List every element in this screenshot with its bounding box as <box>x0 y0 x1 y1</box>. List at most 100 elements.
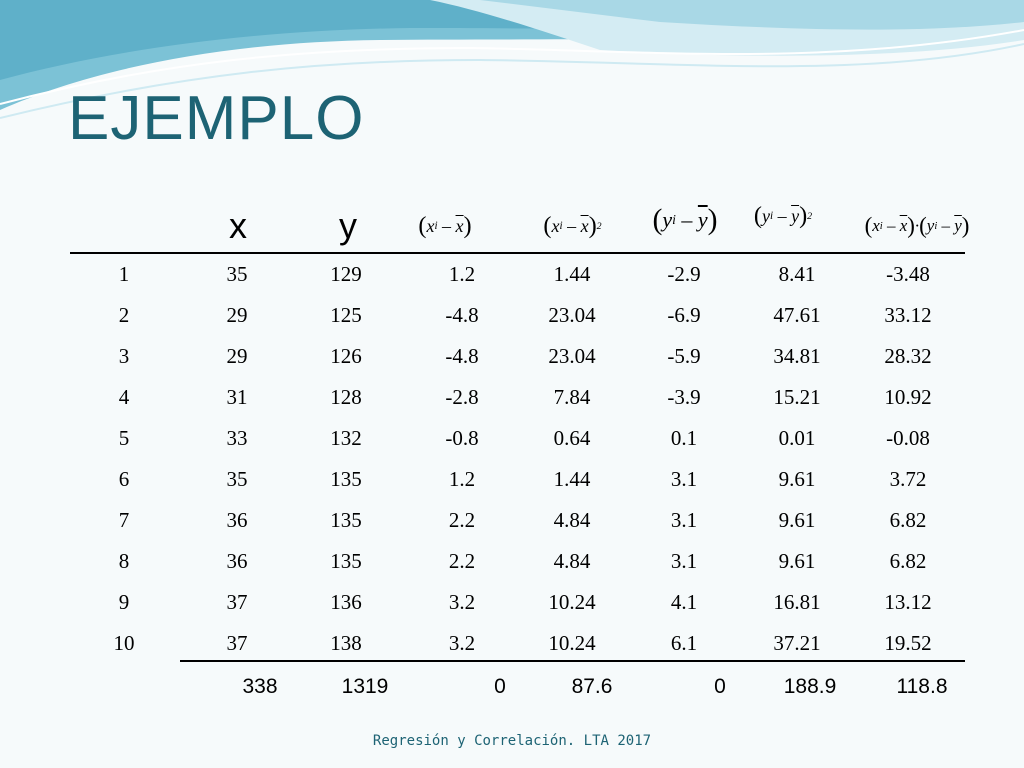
cell-y: 125 <box>330 303 362 327</box>
cell-index: 9 <box>118 590 130 614</box>
cell-x-deviation-squared: 10.24 <box>548 590 596 614</box>
cell-y-deviation: -3.9 <box>667 385 701 409</box>
cell-cross-product: 33.12 <box>884 303 932 327</box>
cell-x-deviation: 2.2 <box>448 549 476 573</box>
cell-cross-product: 28.32 <box>884 344 932 368</box>
cell-y: 132 <box>330 426 362 450</box>
total-x-deviation: 0 <box>494 675 506 698</box>
cell-index: 2 <box>118 303 130 327</box>
table-row: 2 29 125 -4.8 23.04 -6.9 47.61 33.12 <box>0 295 1024 335</box>
table-row: 8 36 135 2.2 4.84 3.1 9.61 6.82 <box>0 541 1024 581</box>
cell-x-deviation-squared: 23.04 <box>548 344 596 368</box>
cell-y-deviation: 3.1 <box>670 549 698 573</box>
cell-y-deviation: -6.9 <box>667 303 701 327</box>
column-header-y: y <box>339 205 357 246</box>
cell-x: 36 <box>226 508 248 532</box>
table-row: 9 37 136 3.2 10.24 4.1 16.81 13.12 <box>0 582 1024 622</box>
table-row: 3 29 126 -4.8 23.04 -5.9 34.81 28.32 <box>0 336 1024 376</box>
cell-x-deviation: -0.8 <box>445 426 479 450</box>
cell-x: 29 <box>226 303 248 327</box>
cell-index: 4 <box>118 385 130 409</box>
total-y-deviation-squared: 188.9 <box>783 675 837 698</box>
cell-x-deviation-squared: 4.84 <box>553 508 591 532</box>
cell-x-deviation: -2.8 <box>445 385 479 409</box>
cell-x: 31 <box>226 385 248 409</box>
cell-y-deviation-squared: 37.21 <box>773 631 821 655</box>
cell-y-deviation-squared: 8.41 <box>778 262 816 286</box>
cell-cross-product: 13.12 <box>884 590 932 614</box>
cell-y-deviation-squared: 34.81 <box>773 344 821 368</box>
cell-x: 37 <box>226 631 248 655</box>
cell-y-deviation-squared: 0.01 <box>778 426 816 450</box>
cell-cross-product: 3.72 <box>889 467 927 491</box>
cell-y: 138 <box>330 631 362 655</box>
table-bottom-rule <box>180 660 965 662</box>
cell-x: 33 <box>226 426 248 450</box>
cell-index: 6 <box>118 467 130 491</box>
total-x: 338 <box>242 675 278 698</box>
cell-x-deviation: 2.2 <box>448 508 476 532</box>
cell-cross-product: 10.92 <box>884 385 932 409</box>
cell-y: 136 <box>330 590 362 614</box>
cell-x-deviation-squared: 23.04 <box>548 303 596 327</box>
cell-y-deviation-squared: 9.61 <box>778 508 816 532</box>
table-row: 7 36 135 2.2 4.84 3.1 9.61 6.82 <box>0 500 1024 540</box>
cell-y-deviation: 4.1 <box>670 590 698 614</box>
cell-y-deviation-squared: 47.61 <box>773 303 821 327</box>
slide-title: EJEMPLO <box>68 84 365 153</box>
table-row: 10 37 138 3.2 10.24 6.1 37.21 19.52 <box>0 623 1024 663</box>
cell-y-deviation: 0.1 <box>670 426 698 450</box>
cell-y-deviation: 6.1 <box>670 631 698 655</box>
cell-y: 128 <box>330 385 362 409</box>
column-header-x-deviation: (x i – x) <box>418 212 472 239</box>
cell-x-deviation: 3.2 <box>448 590 476 614</box>
cell-x: 35 <box>226 262 248 286</box>
slide-footer: Regresión y Correlación. LTA 2017 <box>372 733 652 749</box>
cell-y-deviation: 3.1 <box>670 467 698 491</box>
cell-x-deviation: 3.2 <box>448 631 476 655</box>
cell-index: 3 <box>118 344 130 368</box>
cell-y-deviation-squared: 9.61 <box>778 467 816 491</box>
table-row: 6 35 135 1.2 1.44 3.1 9.61 3.72 <box>0 459 1024 499</box>
cell-y: 135 <box>330 467 362 491</box>
cell-index: 7 <box>118 508 130 532</box>
cell-y-deviation-squared: 15.21 <box>773 385 821 409</box>
total-x-deviation-squared: 87.6 <box>571 675 613 698</box>
cell-index: 8 <box>118 549 130 573</box>
cell-x-deviation: 1.2 <box>448 467 476 491</box>
cell-x-deviation-squared: 1.44 <box>553 467 591 491</box>
cell-y-deviation: 3.1 <box>670 508 698 532</box>
cell-x-deviation-squared: 0.64 <box>553 426 591 450</box>
cell-y: 126 <box>330 344 362 368</box>
cell-x-deviation-squared: 7.84 <box>553 385 591 409</box>
cell-x-deviation: 1.2 <box>448 262 476 286</box>
column-header-cross-product: (x i – x) ·(y i – y) <box>864 213 970 238</box>
cell-x: 36 <box>226 549 248 573</box>
cell-y: 135 <box>330 508 362 532</box>
cell-y-deviation: -5.9 <box>667 344 701 368</box>
cell-cross-product: -0.08 <box>886 426 930 450</box>
cell-y-deviation: -2.9 <box>667 262 701 286</box>
cell-cross-product: -3.48 <box>886 262 930 286</box>
total-y-deviation: 0 <box>714 675 726 698</box>
total-y: 1319 <box>341 675 389 698</box>
table-row: 4 31 128 -2.8 7.84 -3.9 15.21 10.92 <box>0 377 1024 417</box>
cell-index: 5 <box>118 426 130 450</box>
cell-x-deviation-squared: 10.24 <box>548 631 596 655</box>
cell-x-deviation: -4.8 <box>445 303 479 327</box>
cell-y: 129 <box>330 262 362 286</box>
column-header-y-deviation: (y i – y) <box>652 203 718 236</box>
total-cross-product: 118.8 <box>896 675 948 698</box>
cell-cross-product: 6.82 <box>889 549 927 573</box>
header-wave-decoration <box>0 0 1024 119</box>
table-row: 5 33 132 -0.8 0.64 0.1 0.01 -0.08 <box>0 418 1024 458</box>
cell-y-deviation-squared: 9.61 <box>778 549 816 573</box>
cell-cross-product: 19.52 <box>884 631 932 655</box>
cell-x-deviation-squared: 1.44 <box>553 262 591 286</box>
cell-x: 29 <box>226 344 248 368</box>
cell-x: 35 <box>226 467 248 491</box>
cell-y-deviation-squared: 16.81 <box>773 590 821 614</box>
table-row: 1 35 129 1.2 1.44 -2.9 8.41 -3.48 <box>0 254 1024 294</box>
cell-index: 10 <box>113 631 135 655</box>
cell-x: 37 <box>226 590 248 614</box>
